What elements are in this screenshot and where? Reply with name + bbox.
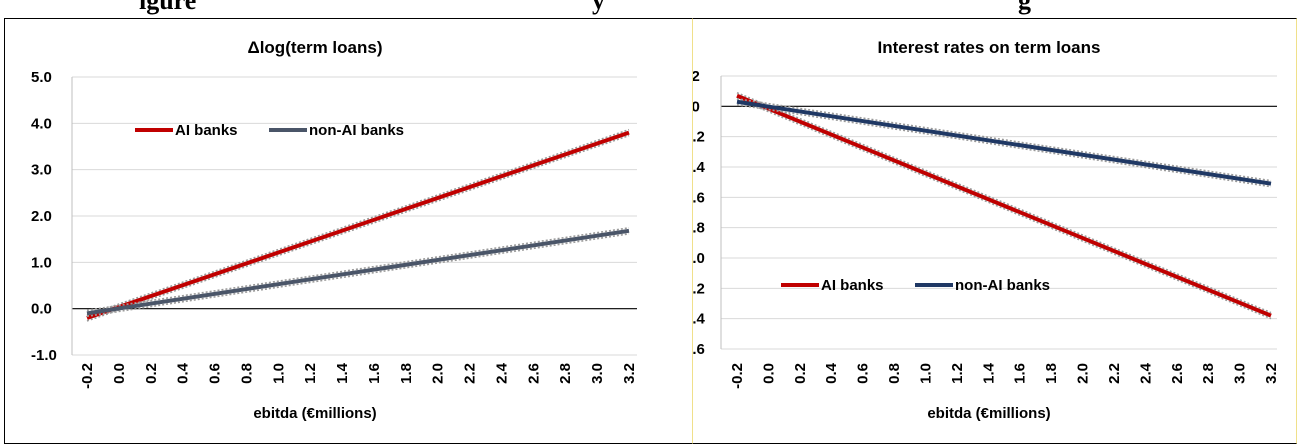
y-tick-label: -1.0 <box>31 347 57 364</box>
x-tick-label: 2.4 <box>1137 362 1154 384</box>
y-tick-label: 0.0 <box>31 301 52 318</box>
page-heading: igure y g <box>0 0 1301 18</box>
x-tick-label: 2.2 <box>462 363 479 384</box>
x-tick-label: 1.0 <box>270 363 287 384</box>
chart-title: Interest rates on term loans <box>878 38 1101 57</box>
y-tick-label: 3.0 <box>31 162 52 179</box>
legend-label: AI banks <box>821 277 884 294</box>
y-tick-label: 5.0 <box>31 69 52 86</box>
x-tick-label: -0.2 <box>729 363 746 389</box>
chart-panel-term-loans: Δlog(term loans) ebitda (€millions) 5.0 4… <box>4 18 693 444</box>
x-tick-label: 0.0 <box>760 363 777 384</box>
y-tick-label: -1.4 <box>693 311 706 328</box>
x-tick-label: 0.6 <box>207 363 224 384</box>
chart-interest-rates: Interest rates on term loans ebitda (€mi… <box>693 38 1280 422</box>
series-lower-band-1 <box>86 233 630 318</box>
y-tick-label: -0.2 <box>693 129 705 146</box>
heading-fragment-left: igure <box>139 0 197 15</box>
x-tick-label: 1.6 <box>366 363 383 384</box>
y-tick-label: -0.8 <box>693 220 705 237</box>
x-tick-label: 0.4 <box>823 362 840 384</box>
x-tick-label: 2.8 <box>1200 363 1217 384</box>
y-tick-label: 0.0 <box>693 98 700 115</box>
series-upper-band-0 <box>86 128 630 316</box>
x-tick-label: 1.2 <box>949 363 966 384</box>
x-axis-label: ebitda (€millions) <box>927 405 1050 422</box>
x-tick-label: 0.8 <box>238 363 255 384</box>
x-tick-label: 2.0 <box>430 363 447 384</box>
series-upper-band-1 <box>86 227 630 312</box>
y-tick-label: 2.0 <box>31 208 52 225</box>
x-tick-label: 0.2 <box>143 363 160 384</box>
x-tick-label: 0.6 <box>855 363 872 384</box>
x-tick-label: 0.2 <box>792 363 809 384</box>
y-tick-label: -1.2 <box>693 280 705 297</box>
series-line-1 <box>736 99 1272 186</box>
x-tick-label: 3.0 <box>1232 363 1249 384</box>
x-tick-label: 2.4 <box>493 362 510 384</box>
series-line-1 <box>86 228 630 316</box>
legend-label: AI banks <box>175 122 238 139</box>
x-tick-label: 2.8 <box>557 363 574 384</box>
x-tick-label: 3.2 <box>1263 363 1280 384</box>
y-tick-label: 0.2 <box>693 68 700 85</box>
series-line-0 <box>86 130 630 320</box>
x-tick-label: 0.8 <box>886 363 903 384</box>
series-line-0 <box>736 93 1272 318</box>
y-tick-label: -1.6 <box>693 341 705 358</box>
x-tick-label: 1.8 <box>398 363 415 384</box>
series-lower-band-0 <box>736 97 1272 320</box>
legend-label: non-AI banks <box>955 277 1050 294</box>
x-tick-label: 1.6 <box>1012 363 1029 384</box>
x-tick-label: 1.8 <box>1043 363 1060 384</box>
y-tick-label: -0.6 <box>693 189 705 206</box>
y-tick-label: -0.4 <box>693 159 706 176</box>
y-tick-label: 1.0 <box>31 254 52 271</box>
x-tick-label: -0.2 <box>79 363 96 389</box>
chart-panel-interest-rates: Interest rates on term loans ebitda (€mi… <box>692 18 1297 444</box>
heading-fragment-mid: y <box>592 0 605 15</box>
series-upper-band-1 <box>736 97 1272 182</box>
x-tick-label: 0.0 <box>111 363 128 384</box>
x-tick-label: 1.0 <box>917 363 934 384</box>
chart-term-loans: Δlog(term loans) ebitda (€millions) 5.0 4… <box>31 38 638 422</box>
legend-label: non-AI banks <box>309 122 404 139</box>
series-lower-band-1 <box>736 103 1272 188</box>
x-axis-label: ebitda (€millions) <box>253 405 376 422</box>
x-tick-label: 2.6 <box>525 363 542 384</box>
x-tick-label: 3.0 <box>589 363 606 384</box>
x-tick-label: 1.4 <box>334 362 351 384</box>
series-lower-band-0 <box>86 134 630 322</box>
x-tick-label: 3.2 <box>621 363 638 384</box>
x-tick-label: 2.2 <box>1106 363 1123 384</box>
y-tick-label: -1.0 <box>693 250 705 267</box>
heading-fragment-right: g <box>1018 0 1031 15</box>
x-tick-label: 1.4 <box>980 362 997 384</box>
series-upper-band-0 <box>736 91 1272 314</box>
y-tick-label: 4.0 <box>31 115 52 132</box>
x-tick-label: 2.6 <box>1169 363 1186 384</box>
x-tick-label: 2.0 <box>1075 363 1092 384</box>
x-tick-label: 0.4 <box>175 362 192 384</box>
x-tick-label: 1.2 <box>302 363 319 384</box>
chart-title: Δlog(term loans) <box>247 38 382 57</box>
